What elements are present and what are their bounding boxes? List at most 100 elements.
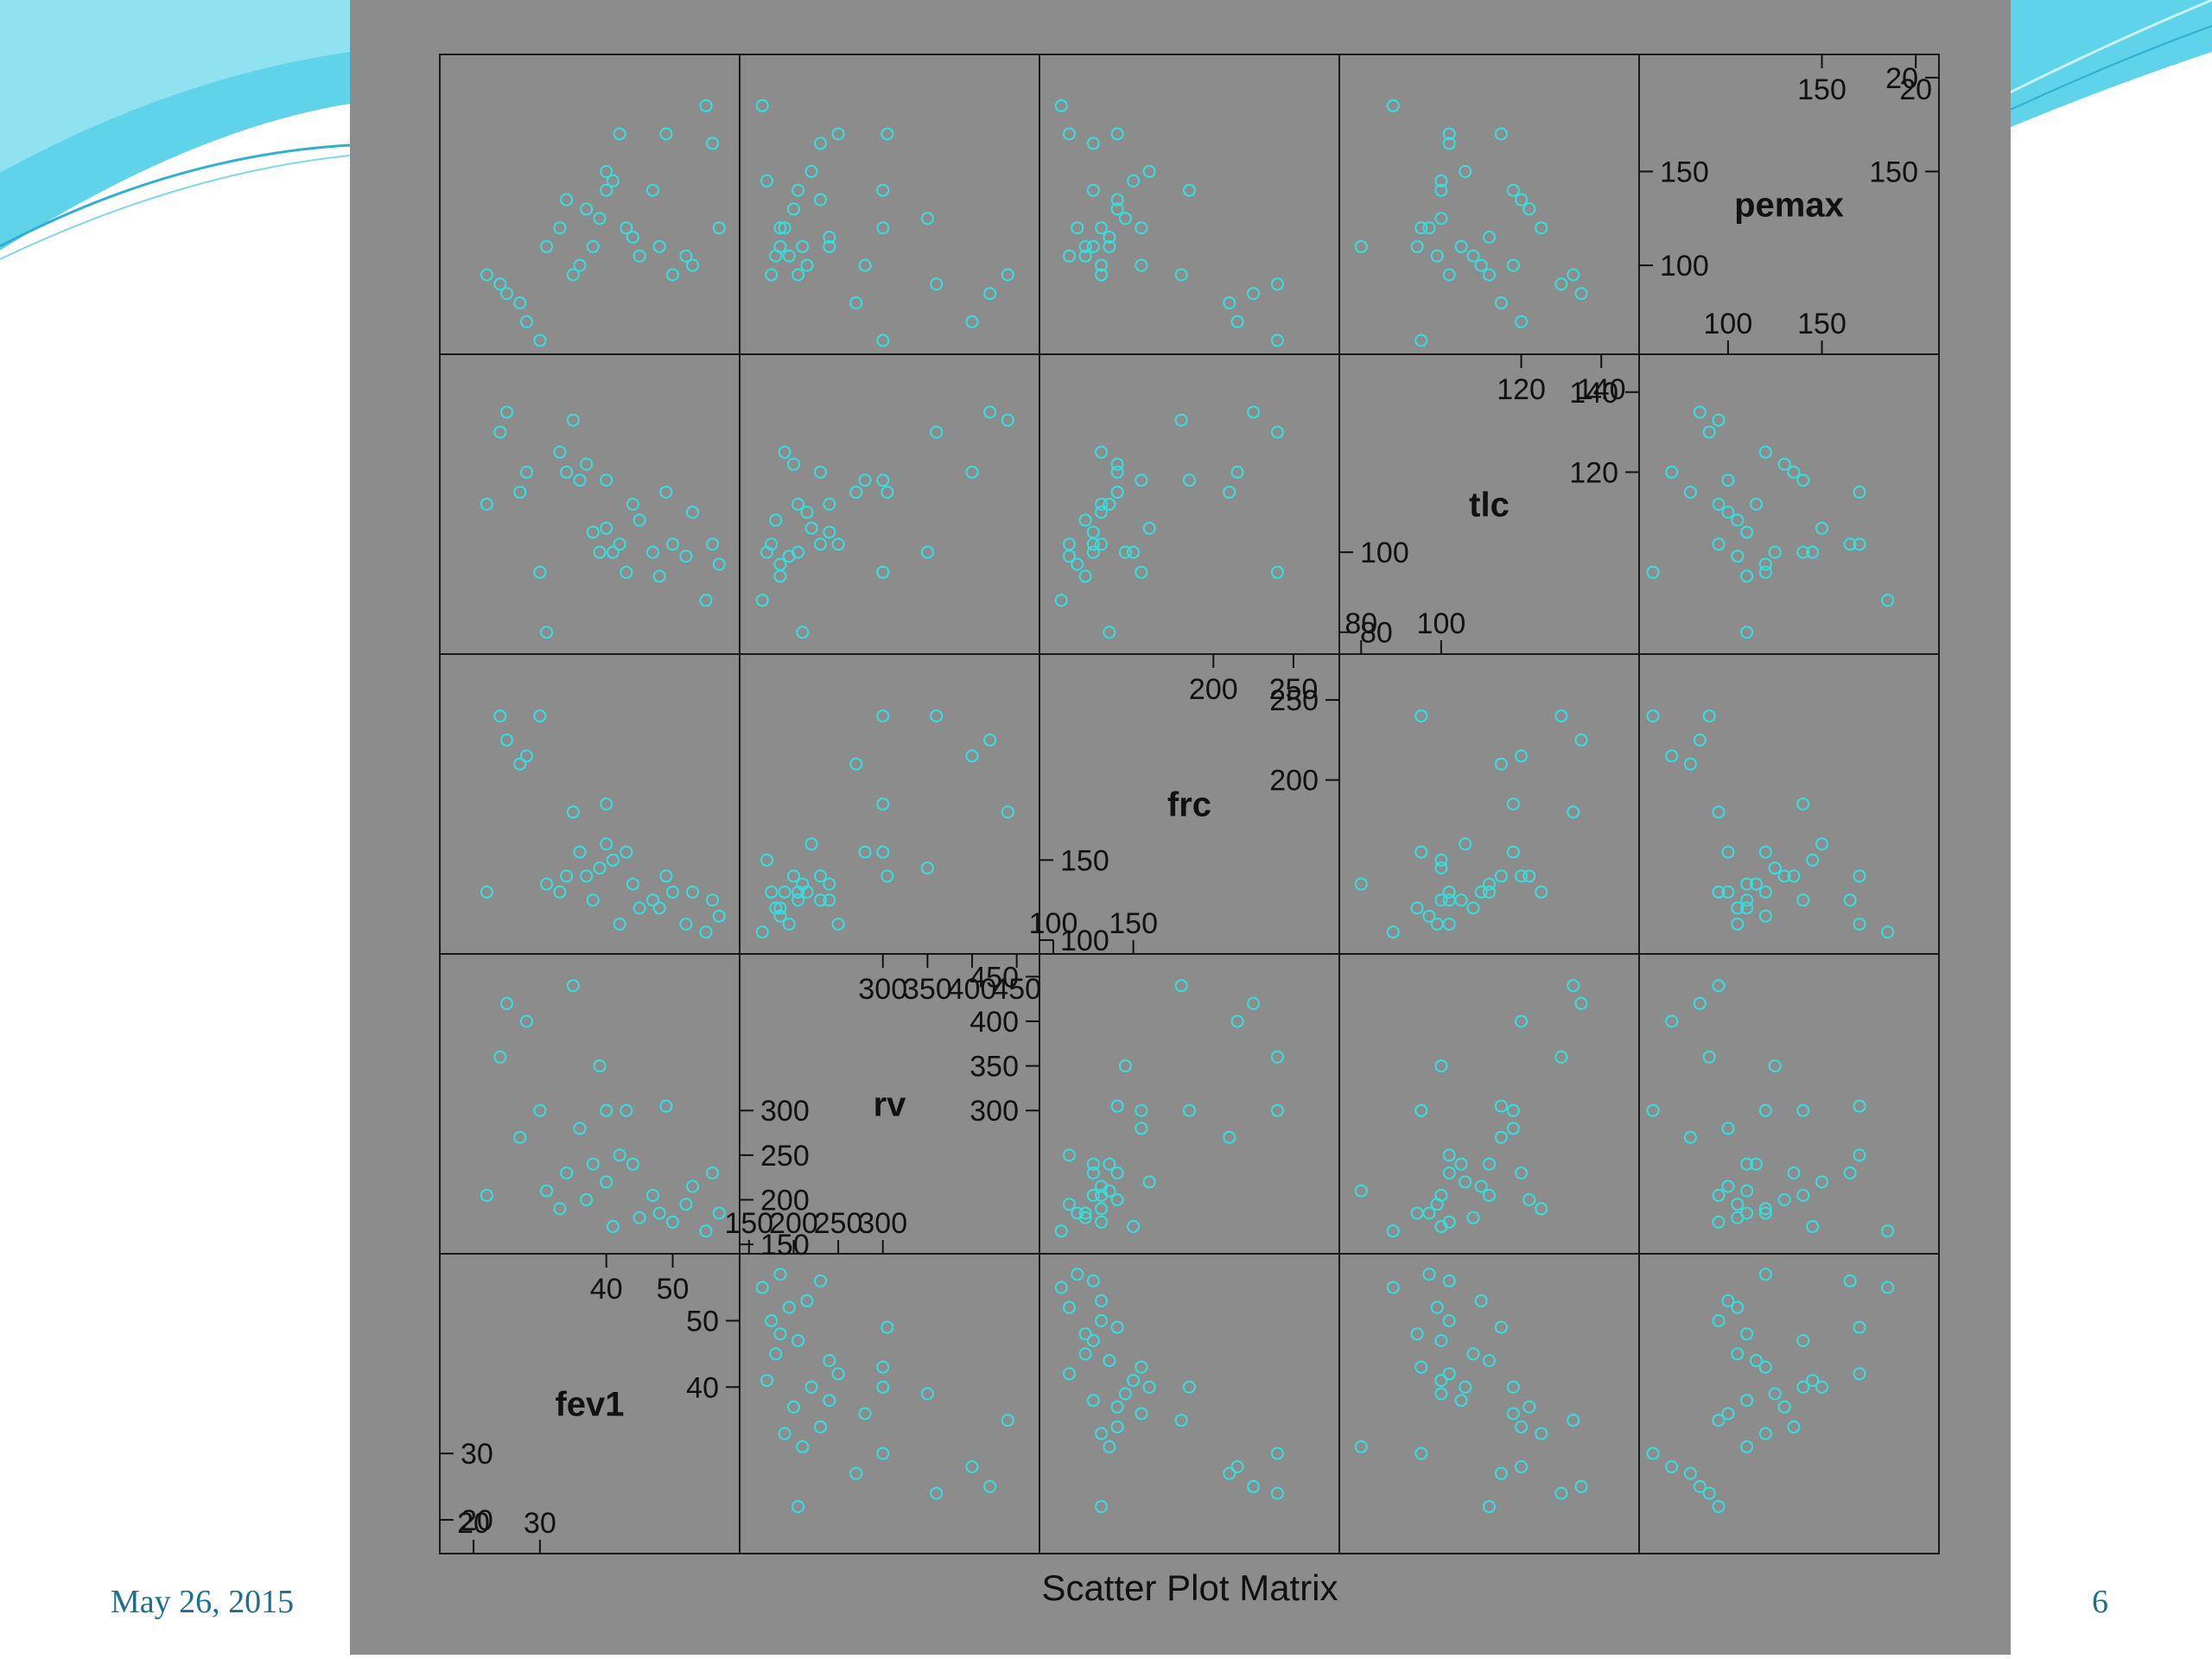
data-point-rv-vs-fev1-3 xyxy=(849,1466,863,1480)
data-point-fev1-vs-tlc-1 xyxy=(493,425,507,439)
data-point-rv-vs-frc-7 xyxy=(778,885,791,899)
data-point-tlc-vs-fev1-12 xyxy=(1454,1394,1468,1408)
data-point-pemax-vs-rv-26 xyxy=(1721,1179,1735,1193)
data-point-frc-vs-tlc-25 xyxy=(1063,550,1076,563)
data-point-fev1-vs-frc-6 xyxy=(540,877,554,891)
data-point-tlc-vs-fev1-23 xyxy=(1494,1320,1508,1334)
data-point-frc-vs-fev1-24 xyxy=(1095,1314,1109,1327)
data-point-tlc-vs-frc-21 xyxy=(1434,893,1448,907)
data-point-tlc-vs-pemax-5 xyxy=(1414,334,1428,347)
data-point-tlc-vs-pemax-6 xyxy=(1354,239,1368,253)
data-point-pemax-vs-frc-10 xyxy=(1721,845,1735,859)
data-point-rv-vs-fev1-4 xyxy=(965,1460,979,1473)
data-point-frc-vs-rv-18 xyxy=(1135,1103,1148,1117)
data-point-fev1-vs-frc-2 xyxy=(500,733,513,747)
data-point-pemax-vs-tlc-20 xyxy=(1731,513,1745,527)
data-point-pemax-vs-fev1-28 xyxy=(1843,1274,1857,1287)
data-point-pemax-vs-frc-11 xyxy=(1777,869,1791,883)
tick-label-y-high-fev1-0: 40 xyxy=(686,1371,719,1404)
data-point-rv-vs-pemax-4 xyxy=(965,315,979,328)
data-point-rv-vs-tlc-29 xyxy=(773,557,787,571)
data-point-rv-vs-frc-1 xyxy=(930,709,944,723)
cell-rv-vs-pemax xyxy=(739,54,1040,355)
data-point-tlc-vs-frc-0 xyxy=(1483,885,1496,899)
data-point-fev1-vs-pemax-20 xyxy=(632,249,646,263)
data-point-fev1-vs-pemax-15 xyxy=(600,165,613,178)
data-point-rv-vs-pemax-3 xyxy=(849,296,863,310)
data-point-fev1-vs-rv-1 xyxy=(493,1050,507,1064)
data-point-tlc-vs-fev1-10 xyxy=(1506,1407,1520,1421)
data-point-rv-vs-pemax-9 xyxy=(1001,268,1014,282)
data-point-frc-vs-pemax-9 xyxy=(1174,268,1188,282)
data-point-fev1-vs-tlc-21 xyxy=(646,545,659,559)
tick-label-x-high-rv-1: 350 xyxy=(903,973,952,1006)
data-point-rv-vs-fev1-27 xyxy=(755,1281,769,1294)
data-point-pemax-vs-rv-5 xyxy=(1646,1103,1660,1117)
data-point-tlc-vs-fev1-29 xyxy=(1422,1268,1436,1281)
data-point-rv-vs-tlc-3 xyxy=(849,486,863,499)
data-point-pemax-vs-tlc-21 xyxy=(1796,545,1810,559)
data-point-pemax-vs-rv-27 xyxy=(1881,1224,1895,1238)
data-point-fev1-vs-pemax-0 xyxy=(480,268,493,282)
data-point-tlc-vs-rv-8 xyxy=(1515,1166,1529,1179)
data-point-fev1-vs-pemax-19 xyxy=(626,231,639,244)
data-point-tlc-vs-pemax-22 xyxy=(1410,239,1424,253)
data-point-fev1-vs-pemax-14 xyxy=(600,183,613,197)
data-point-pemax-vs-rv-18 xyxy=(1758,1103,1772,1117)
data-point-rv-vs-frc-5 xyxy=(876,709,890,723)
data-point-tlc-vs-fev1-16 xyxy=(1434,1374,1448,1388)
data-point-frc-vs-tlc-7 xyxy=(1095,445,1109,459)
data-point-rv-vs-tlc-17 xyxy=(831,537,845,551)
data-point-rv-vs-frc-10 xyxy=(858,845,872,859)
data-point-rv-vs-tlc-10 xyxy=(858,474,872,487)
data-point-rv-vs-pemax-5 xyxy=(876,334,890,347)
chart-title: Scatter Plot Matrix xyxy=(1041,1567,1338,1608)
data-point-frc-vs-pemax-4 xyxy=(1230,315,1244,328)
data-point-tlc-vs-rv-3 xyxy=(1494,1130,1508,1144)
data-point-frc-vs-tlc-16 xyxy=(1127,545,1141,559)
data-point-tlc-vs-fev1-27 xyxy=(1386,1281,1400,1294)
data-point-fev1-vs-frc-10 xyxy=(573,845,587,859)
data-point-pemax-vs-fev1-6 xyxy=(1740,1440,1754,1453)
data-point-fev1-vs-tlc-0 xyxy=(480,498,493,511)
data-point-frc-vs-tlc-6 xyxy=(1103,626,1116,639)
data-point-tlc-vs-rv-12 xyxy=(1454,1157,1468,1171)
cell-tlc-vs-pemax xyxy=(1338,54,1640,355)
data-point-pemax-vs-fev1-0 xyxy=(1712,1500,1726,1514)
data-point-pemax-vs-tlc-16 xyxy=(1806,545,1820,559)
data-point-tlc-vs-pemax-18 xyxy=(1414,221,1428,235)
data-point-fev1-vs-frc-24 xyxy=(666,885,679,899)
data-point-pemax-vs-fev1-16 xyxy=(1806,1374,1820,1388)
data-point-rv-vs-tlc-27 xyxy=(755,594,769,607)
tick-label-x-low-frc-0: 100 xyxy=(1029,907,1078,940)
data-point-tlc-vs-pemax-16 xyxy=(1434,174,1448,188)
cell-frc-vs-tlc xyxy=(1039,353,1340,655)
data-point-tlc-vs-rv-22 xyxy=(1410,1206,1424,1220)
data-point-fev1-vs-rv-16 xyxy=(606,1220,620,1233)
data-point-tlc-vs-pemax-17 xyxy=(1442,127,1456,141)
data-point-frc-vs-pemax-12 xyxy=(1086,239,1100,253)
cell-frc-vs-pemax xyxy=(1039,54,1340,355)
cell-rv-vs-frc xyxy=(739,653,1040,955)
tick-label-y-low-frc-1: 150 xyxy=(1060,844,1109,877)
data-point-tlc-vs-frc-23 xyxy=(1494,869,1508,883)
data-point-fev1-vs-tlc-16 xyxy=(606,545,620,559)
data-point-rv-vs-fev1-14 xyxy=(876,1380,890,1394)
data-point-tlc-vs-rv-23 xyxy=(1494,1099,1508,1113)
data-point-rv-vs-pemax-0 xyxy=(791,268,805,282)
data-point-fev1-vs-tlc-18 xyxy=(620,565,633,579)
data-point-frc-vs-rv-17 xyxy=(1063,1148,1076,1162)
data-point-frc-vs-pemax-19 xyxy=(1103,231,1116,244)
data-point-pemax-vs-frc-3 xyxy=(1683,757,1697,771)
data-point-fev1-vs-frc-9 xyxy=(566,805,580,819)
data-point-frc-vs-pemax-16 xyxy=(1127,174,1141,188)
data-point-rv-vs-frc-2 xyxy=(983,733,997,747)
data-point-frc-vs-fev1-11 xyxy=(1110,1400,1124,1414)
data-point-tlc-vs-fev1-2 xyxy=(1574,1480,1588,1493)
data-point-rv-vs-tlc-23 xyxy=(880,486,894,499)
data-point-frc-vs-pemax-26 xyxy=(1095,258,1109,272)
data-point-rv-vs-frc-4 xyxy=(965,749,979,763)
tick-label-x-high-pemax-0: 150 xyxy=(1797,73,1847,106)
data-point-pemax-vs-tlc-29 xyxy=(1758,557,1772,571)
data-point-pemax-vs-tlc-18 xyxy=(1758,565,1772,579)
